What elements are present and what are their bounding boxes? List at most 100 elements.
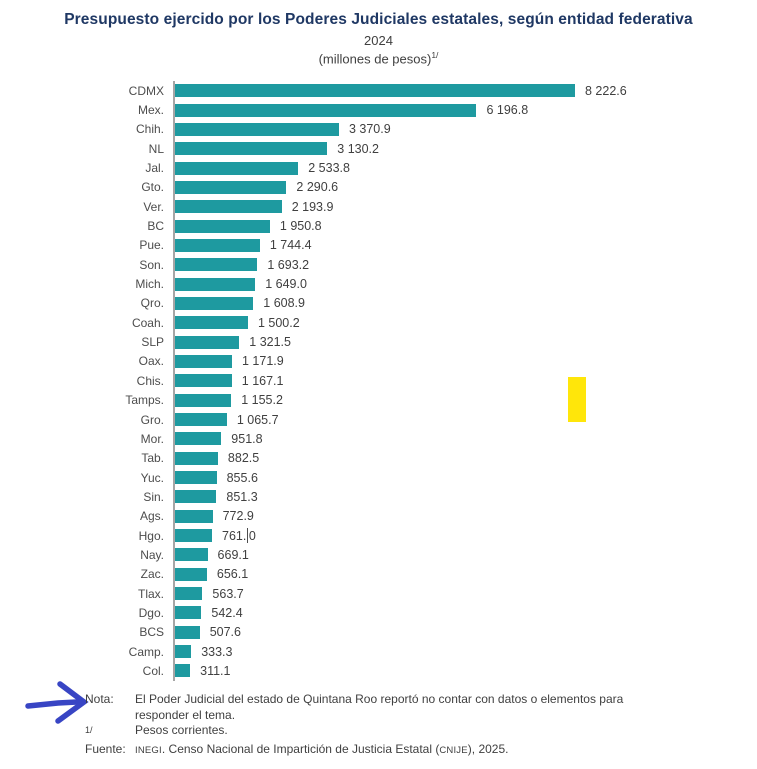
chart-title: Presupuesto ejercido por los Poderes Jud… [64,11,693,28]
value-label: 1 500.2 [257,315,300,330]
bar [175,200,282,214]
bar [175,413,227,427]
value-label: 669.1 [217,547,249,562]
bar-area: 1 321.5 [173,332,757,352]
value-label: 507.6 [209,625,241,640]
bar [175,529,213,543]
bar-row: Pue. 1 744.4 [0,235,757,256]
category-label: Oax. [138,354,164,369]
bar [175,393,232,407]
bar [175,374,232,388]
bar [175,587,203,601]
bar-area: 656.1 [173,564,757,584]
bar [175,277,256,291]
bar-row: Jal. 2 533.8 [0,158,757,178]
fuente-cnije: CNIJE [439,744,468,756]
value-label: 563.7 [212,586,244,601]
bar-area: 1 065.7 [173,409,757,430]
bar-row: SLP 1 321.5 [0,332,757,352]
bar [175,606,202,620]
bar-row: Gro. 1 065.7 [0,409,757,430]
category-label: Tab. [141,451,164,466]
value-label: 1 065.7 [236,412,279,427]
value-label: 542.4 [211,605,243,620]
category-label: Qro. [140,296,164,311]
bar [175,645,192,659]
category-label: Chih. [135,122,164,137]
category-label: Tamps. [125,393,164,408]
bar [175,354,232,368]
bar-row: Tlax. 563.7 [0,583,757,604]
bar-area: 1 155.2 [173,390,757,410]
bar-area: 542.4 [173,603,757,623]
bar-area: 8 222.6 [173,81,757,101]
bar-row: Mich. 1 649.0 [0,274,757,294]
bar-area: 851.3 [173,487,757,507]
bar-row: CDMX 8 222.6 [0,81,757,101]
value-label: 851.3 [226,489,258,504]
category-label: Dgo. [138,605,164,620]
value-label: 1 693.2 [267,257,310,272]
category-label: Chis. [136,373,164,388]
bar-area: 6 196.8 [173,100,757,120]
category-label: Mich. [135,277,164,292]
category-label: Son. [139,257,164,272]
category-label: BCS [139,625,164,640]
value-label: 1 608.9 [263,296,305,311]
bar-chart: CDMX 8 222.6 Mex. 6 196.8 Chih. 3 370.9 NL 3 13… [0,81,757,681]
bar-area: 669.1 [173,545,757,565]
bar [175,258,258,272]
bar-row: Nay. 669.1 [0,545,757,565]
bar-row: Hgo. 761. 0 [0,525,757,546]
units-footnote-marker: 1/ [431,50,439,60]
bar [175,142,328,156]
category-label: Ver. [143,199,164,214]
units-text: (millones de pesos) [318,51,432,67]
bar-area: 1 167.1 [173,371,757,391]
category-label: Gro. [140,412,164,427]
bar-row: Mor. 951.8 [0,429,757,449]
value-label: 311.1 [200,663,231,678]
bar-area: 3 130.2 [173,139,757,159]
bar-row: Coah. 1 500.2 [0,313,757,333]
yellow-highlight-annotation [568,377,586,422]
bar [175,548,208,562]
bar-area: 855.6 [173,467,757,488]
bar-row: BC 1 950.8 [0,216,757,236]
bar-area: 333.3 [173,641,757,662]
blue-arrow-annotation [25,681,89,724]
bar-area: 951.8 [173,429,757,449]
bar-area: 772.9 [173,506,757,526]
chart-subtitle-year: 2024 [364,33,393,48]
value-label: 1 321.5 [249,335,291,350]
value-label: 1 167.1 [241,373,284,388]
nota-line2: responder el tema. [135,707,236,722]
chart-units-label: (millones de pesos)1/ [0,50,757,66]
bar-area: 311.1 [173,661,757,681]
bar-row: Mex. 6 196.8 [0,100,757,120]
bar-row: Tamps. 1 155.2 [0,390,757,410]
footnote-text: Pesos corrientes. [135,723,228,737]
category-label: Camp. [128,644,164,659]
category-label: Sin. [143,489,164,504]
bar-area: 1 693.2 [173,255,757,275]
value-label: 1 950.8 [279,219,322,234]
bar [175,238,260,252]
bar [175,296,254,310]
bar-row: Tab. 882.5 [0,448,757,468]
bar [175,509,213,523]
bar-area: 2 193.9 [173,197,757,217]
fuente-label: Fuente: [85,741,126,756]
category-label: Hgo. [138,528,164,543]
value-label: 3 130.2 [337,141,379,156]
arrow-head [55,681,89,724]
bar [175,103,477,117]
nota-line1: El Poder Judicial del estado de Quintana… [135,692,624,706]
value-label: 882.5 [227,451,260,466]
bar-row: NL 3 130.2 [0,139,757,159]
footnote-marker: 1/ [85,723,135,742]
bar-row: Chih. 3 370.9 [0,119,757,140]
category-label: Zac. [140,567,164,582]
category-label: Col. [142,663,164,678]
bar-row: Zac. 656.1 [0,564,757,584]
